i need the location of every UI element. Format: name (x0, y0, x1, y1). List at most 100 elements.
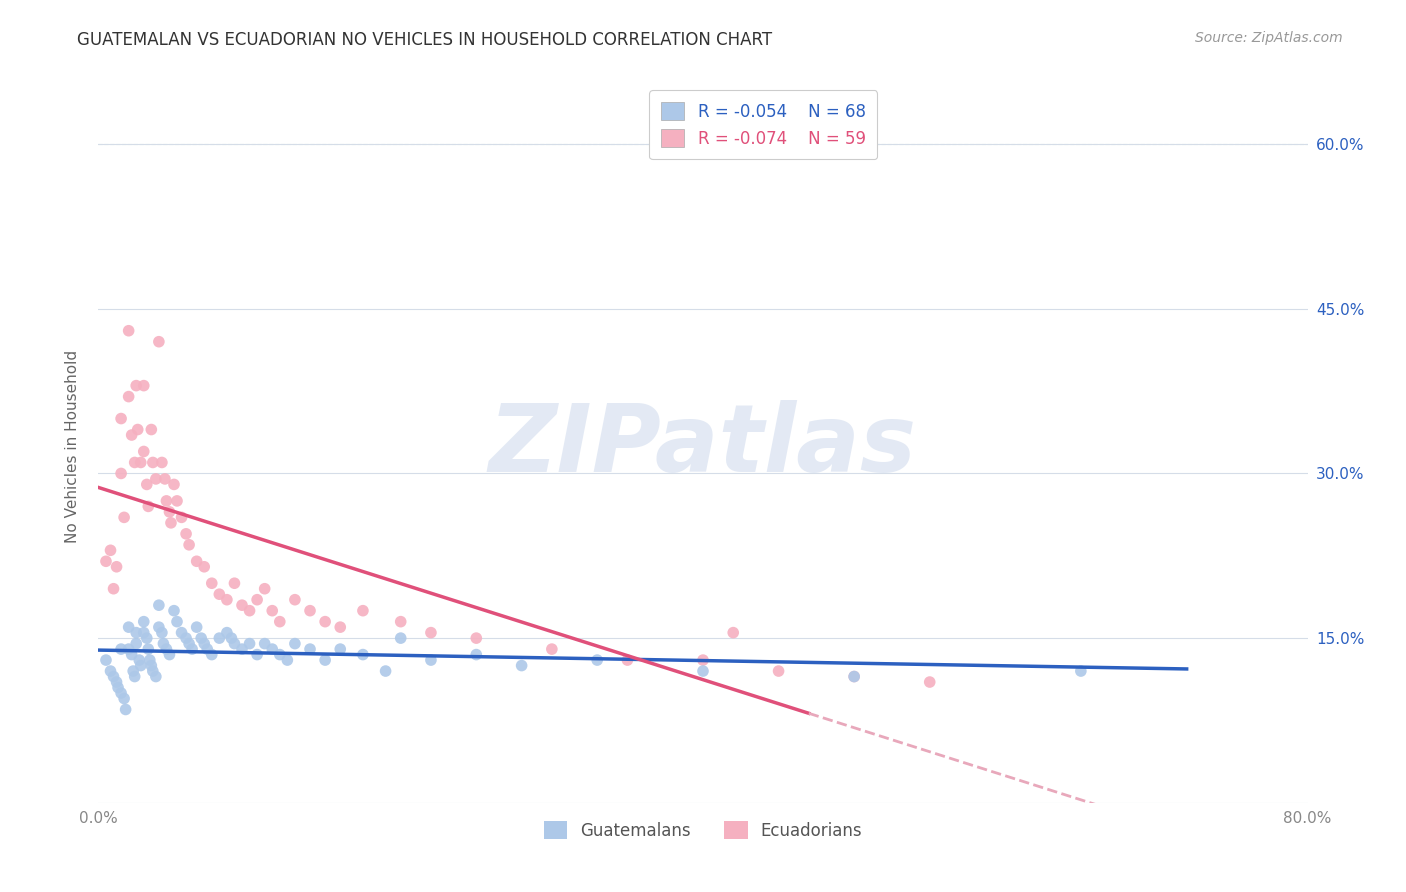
Point (163, 477, 186, 491)
Point (132, 615, 155, 629)
Y-axis label: No Vehicles in Household: No Vehicles in Household (65, 350, 80, 542)
Point (616, 653, 638, 667)
Point (420, 625, 443, 640)
Point (163, 604, 186, 618)
Point (125, 637, 148, 651)
Point (170, 510, 193, 524)
Point (155, 642, 177, 657)
Point (160, 516, 183, 530)
Point (262, 642, 284, 657)
Point (121, 648, 143, 662)
Point (299, 642, 322, 657)
Point (239, 637, 262, 651)
Point (142, 455, 165, 469)
Point (215, 592, 238, 607)
Point (100, 664, 122, 678)
Point (129, 455, 152, 469)
Point (103, 582, 125, 596)
Point (105, 559, 128, 574)
Point (224, 637, 246, 651)
Point (465, 631, 488, 645)
Point (118, 324, 141, 338)
Point (110, 686, 132, 700)
Point (141, 658, 163, 673)
Point (139, 653, 162, 667)
Legend: Guatemalans, Ecuadorians: Guatemalans, Ecuadorians (536, 813, 870, 848)
Point (389, 615, 412, 629)
Point (352, 604, 374, 618)
Point (201, 648, 224, 662)
Point (94, 653, 117, 667)
Point (128, 653, 150, 667)
Point (105, 675, 128, 690)
Point (166, 615, 188, 629)
Point (768, 664, 790, 678)
Point (153, 472, 176, 486)
Text: Source: ZipAtlas.com: Source: ZipAtlas.com (1195, 31, 1343, 45)
Point (135, 631, 157, 645)
Point (181, 642, 204, 657)
Point (166, 494, 188, 508)
Point (190, 631, 212, 645)
Point (193, 637, 215, 651)
Point (420, 653, 443, 667)
Point (100, 543, 122, 558)
Point (129, 658, 152, 673)
Point (132, 625, 155, 640)
Point (136, 642, 159, 657)
Point (284, 592, 307, 607)
Point (586, 653, 609, 667)
Point (253, 582, 276, 596)
Point (103, 669, 125, 683)
Point (269, 648, 291, 662)
Point (132, 444, 155, 458)
Point (159, 648, 181, 662)
Point (231, 598, 253, 612)
Point (540, 642, 562, 657)
Point (148, 334, 170, 349)
Point (141, 423, 163, 437)
Point (174, 631, 197, 645)
Point (145, 669, 167, 683)
Point (112, 691, 135, 706)
Point (329, 620, 352, 634)
Point (314, 615, 336, 629)
Point (121, 428, 143, 442)
Point (201, 576, 224, 591)
Point (221, 631, 243, 645)
Point (692, 664, 714, 678)
Point (94, 554, 117, 568)
Point (170, 625, 193, 640)
Point (314, 653, 336, 667)
Point (150, 625, 173, 640)
Point (118, 620, 141, 634)
Point (276, 653, 298, 667)
Point (186, 554, 208, 568)
Point (215, 625, 238, 640)
Point (127, 423, 149, 437)
Point (179, 538, 201, 552)
Point (329, 642, 352, 657)
Point (389, 631, 412, 645)
Point (262, 604, 284, 618)
Point (465, 648, 488, 662)
Point (186, 620, 208, 634)
Point (692, 653, 714, 667)
Point (723, 625, 745, 640)
Point (159, 505, 181, 519)
Point (125, 378, 148, 392)
Point (122, 664, 145, 678)
Point (114, 702, 136, 716)
Point (124, 669, 146, 683)
Point (246, 648, 269, 662)
Point (118, 642, 141, 657)
Point (152, 637, 174, 651)
Point (195, 642, 218, 657)
Point (352, 648, 374, 662)
Point (239, 604, 262, 618)
Point (136, 500, 159, 514)
Point (224, 576, 246, 591)
Point (208, 587, 231, 601)
Point (299, 604, 322, 618)
Point (374, 664, 396, 678)
